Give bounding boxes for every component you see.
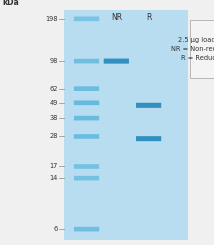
- Text: 49: 49: [49, 100, 58, 106]
- FancyBboxPatch shape: [74, 134, 99, 139]
- FancyBboxPatch shape: [74, 16, 99, 21]
- FancyBboxPatch shape: [74, 164, 99, 169]
- Text: 28: 28: [49, 134, 58, 139]
- Text: 98: 98: [49, 58, 58, 64]
- FancyBboxPatch shape: [136, 103, 161, 108]
- Text: R: R: [146, 13, 151, 22]
- Text: 14: 14: [49, 175, 58, 181]
- Text: kDa: kDa: [2, 0, 19, 7]
- Text: NR: NR: [111, 13, 122, 22]
- Text: 2.5 μg loading
NR = Non-reduced
R = Reduced: 2.5 μg loading NR = Non-reduced R = Redu…: [171, 37, 214, 61]
- Text: 38: 38: [49, 115, 58, 121]
- FancyBboxPatch shape: [74, 100, 99, 105]
- Text: 17: 17: [49, 163, 58, 170]
- Text: 6: 6: [54, 226, 58, 232]
- Text: 62: 62: [49, 86, 58, 92]
- FancyBboxPatch shape: [74, 227, 99, 232]
- Text: 198: 198: [45, 16, 58, 22]
- FancyBboxPatch shape: [74, 116, 99, 121]
- Bar: [64, 10, 188, 240]
- FancyBboxPatch shape: [74, 59, 99, 63]
- FancyBboxPatch shape: [74, 86, 99, 91]
- FancyBboxPatch shape: [136, 136, 161, 141]
- FancyBboxPatch shape: [74, 176, 99, 181]
- FancyBboxPatch shape: [104, 59, 129, 64]
- FancyBboxPatch shape: [190, 20, 214, 78]
